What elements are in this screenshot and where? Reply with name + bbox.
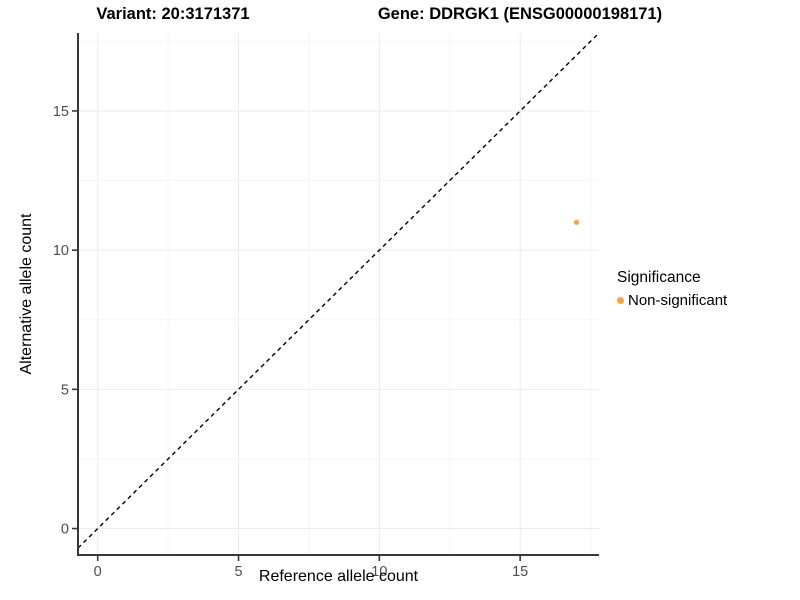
y-axis-title: Alternative allele count [18,213,35,375]
x-tick-label: 5 [234,564,242,580]
legend-point-icon [617,297,624,304]
legend-entry-label: Non-significant [628,292,728,309]
plot-title-variant: Variant: 20:3171371 [96,5,250,23]
legend-entry-non-significant: Non-significant [617,292,727,309]
y-tick-label: 0 [61,522,69,538]
x-tick-label: 10 [371,564,387,580]
x-tick-label: 0 [94,564,102,580]
x-tick-label: 15 [512,564,528,580]
y-tick-label: 5 [61,382,69,398]
x-axis-title: Reference allele count [258,568,419,585]
data-point [573,219,580,225]
y-tick-label: 15 [53,104,69,120]
legend: Significance Non-significant [617,269,727,309]
plot-title-gene: Gene: DDRGK1 (ENSG00000198171) [377,5,663,23]
identity-line [77,32,600,549]
legend-title: Significance [617,269,701,286]
y-tick-label: 10 [53,243,69,259]
